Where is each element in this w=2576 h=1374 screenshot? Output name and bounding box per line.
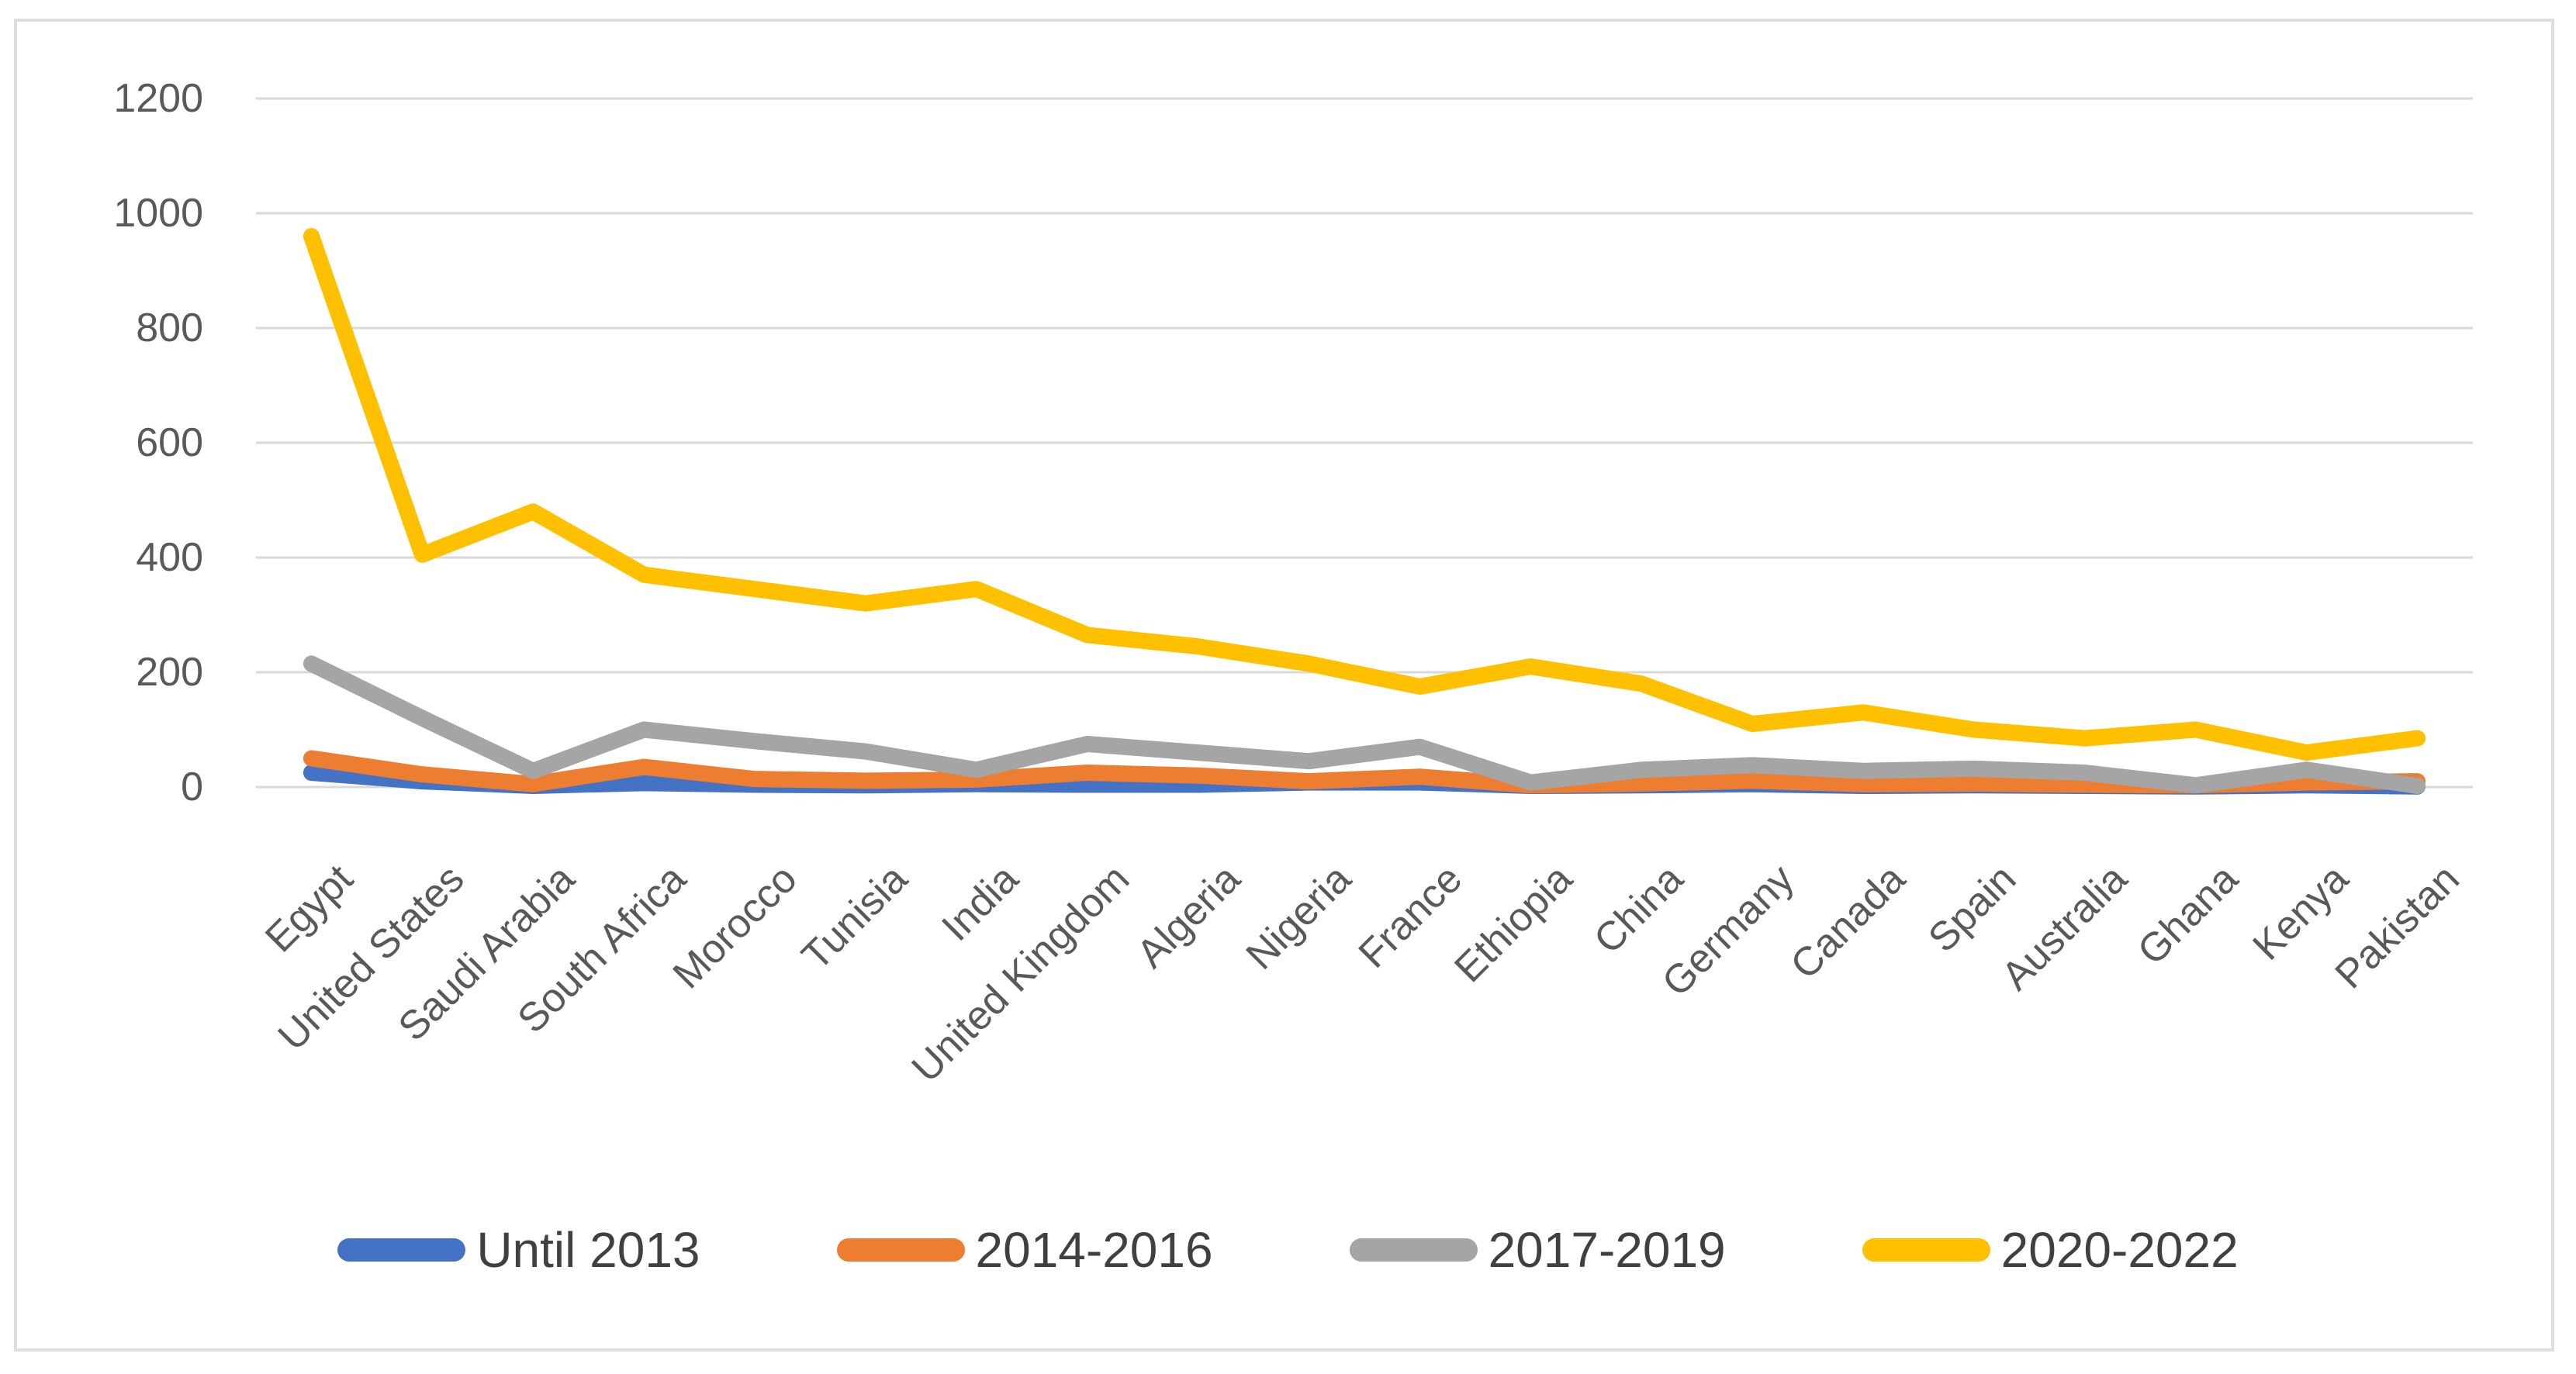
chart-border <box>14 19 2554 1352</box>
y-tick-label: 600 <box>136 420 203 465</box>
y-tick-label: 400 <box>136 535 203 580</box>
legend-label: 2014-2016 <box>975 1222 1213 1278</box>
legend-label: Until 2013 <box>476 1222 700 1278</box>
legend-swatch-icon <box>1862 1238 1990 1262</box>
y-tick-label: 800 <box>136 306 203 350</box>
legend-swatch-icon <box>337 1238 466 1262</box>
legend: Until 2013 2014-2016 2017-2019 2020-2022 <box>0 1222 2576 1278</box>
series-line-2020-2022 <box>303 228 2426 761</box>
series-line-2014-2016 <box>303 750 2426 794</box>
legend-item-2020-2022: 2020-2022 <box>1862 1222 2239 1278</box>
legend-item-until-2013: Until 2013 <box>337 1222 700 1278</box>
legend-label: 2017-2019 <box>1488 1222 1726 1278</box>
legend-swatch-icon <box>1349 1238 1478 1262</box>
legend-swatch-icon <box>836 1238 965 1262</box>
y-tick-label: 0 <box>181 765 203 810</box>
y-tick-label: 1000 <box>113 191 203 236</box>
legend-item-2017-2019: 2017-2019 <box>1349 1222 1726 1278</box>
series-line-2017-2019 <box>303 655 2426 795</box>
legend-label: 2020-2022 <box>2000 1222 2239 1278</box>
y-tick-label: 1200 <box>113 76 203 121</box>
legend-item-2014-2016: 2014-2016 <box>836 1222 1213 1278</box>
y-tick-label: 200 <box>136 650 203 695</box>
